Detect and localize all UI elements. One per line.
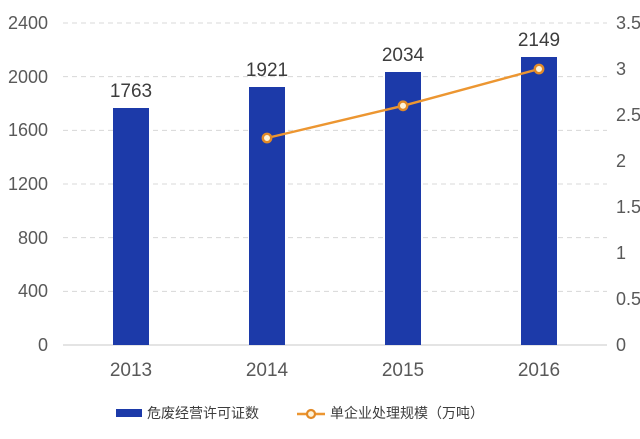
x-axis-label-2016: 2016 [517,360,561,381]
y-right-tick-label: 1 [616,243,627,263]
y-right-tick-label: 2 [616,151,627,171]
y-left-tick-label: 2400 [7,13,48,33]
legend: 危废经营许可证数 单企业处理规模（万吨） [0,400,620,426]
bar-2014 [249,87,285,345]
legend-item-bar: 危废经营许可证数 [116,403,259,423]
y-left-tick-label: 1200 [7,174,48,194]
bar-2015 [385,72,421,345]
bar-value-label: 1763 [109,81,153,103]
y-right-tick-label: 1.5 [616,197,640,217]
y-right-tick-label: 2.5 [616,105,640,125]
y-left-tick-label: 400 [17,281,48,302]
x-axis-label-2014: 2014 [245,360,289,381]
y-right-tick-label: 3.5 [616,13,640,33]
bar-2016 [521,56,557,345]
legend-item-line: 单企业处理规模（万吨） [297,403,484,423]
legend-line-label: 单企业处理规模（万吨） [330,405,484,421]
bar-value-label: 2149 [517,29,561,51]
y-left-tick-label: 2000 [7,66,48,87]
y-right-tick-label: 3 [616,59,627,79]
legend-line-swatch-icon [297,407,325,420]
y-right-tick-label: 0.5 [616,289,640,309]
legend-bar-label: 危废经营许可证数 [147,405,259,421]
bar-2013 [113,108,149,345]
y-right-tick-label: 0 [616,335,627,355]
x-axis-label-2015: 2015 [381,360,425,381]
bar-value-label: 2034 [381,45,425,67]
y-left-tick-label: 0 [37,335,48,355]
x-axis-label-2013: 2013 [109,360,153,381]
bar-value-label: 1921 [245,60,289,82]
y-left-tick-label: 1600 [7,120,48,141]
y-left-tick-label: 800 [17,227,48,248]
legend-bar-swatch-icon [116,409,142,417]
